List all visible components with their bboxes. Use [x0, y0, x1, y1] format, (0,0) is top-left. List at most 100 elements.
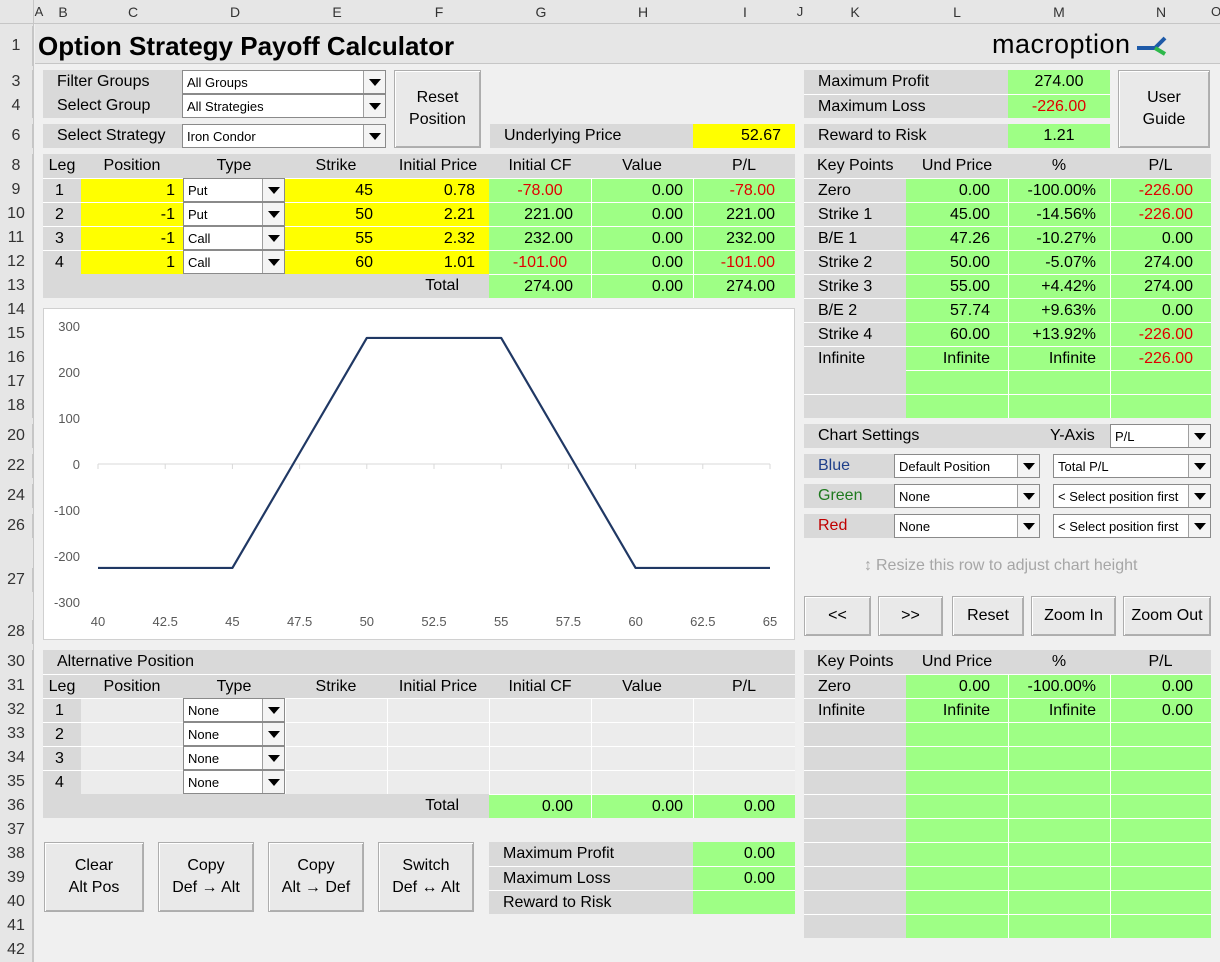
chevron-down-icon[interactable] — [262, 227, 284, 249]
underlying-price-input[interactable]: 52.67 — [693, 124, 795, 148]
payoff-chart[interactable]: 40 42.5 45 47.5 50 52.5 55 57.5 60 62.5 65 300 200 10… — [43, 308, 795, 640]
column-header-l[interactable]: L — [953, 3, 961, 20]
switch-def-alt-button[interactable]: Switch Def ↔ Alt — [378, 842, 474, 912]
alt-leg-strike-input[interactable] — [285, 722, 387, 746]
row-header[interactable]: 37 — [0, 818, 33, 842]
row-header[interactable]: 32 — [0, 698, 33, 722]
green-position-dropdown[interactable]: None — [894, 484, 1040, 508]
column-header-f[interactable]: F — [434, 3, 444, 20]
alt-leg-price-input[interactable] — [387, 722, 489, 746]
column-header-i[interactable]: I — [743, 3, 747, 20]
red-series-dropdown[interactable]: < Select position first — [1053, 514, 1211, 538]
chevron-down-icon[interactable] — [363, 71, 385, 93]
previous-button[interactable]: << — [804, 596, 871, 636]
row-header[interactable]: 40 — [0, 890, 33, 914]
row-header[interactable]: 34 — [0, 746, 33, 770]
chevron-down-icon[interactable] — [1017, 455, 1039, 477]
leg-type-dropdown[interactable]: Put — [183, 202, 285, 226]
alt-leg-type-dropdown[interactable]: None — [183, 770, 285, 794]
leg-position-input[interactable]: -1 — [81, 226, 183, 250]
chevron-down-icon[interactable] — [1188, 485, 1210, 507]
row-header[interactable]: 28 — [0, 620, 33, 644]
row-header[interactable]: 17 — [0, 370, 33, 394]
column-header-h[interactable]: H — [637, 3, 649, 20]
row-header[interactable]: 39 — [0, 866, 33, 890]
leg-price-input[interactable]: 1.01 — [387, 250, 489, 274]
alt-leg-strike-input[interactable] — [285, 698, 387, 722]
alt-leg-type-dropdown[interactable]: None — [183, 746, 285, 770]
alt-leg-position-input[interactable] — [81, 746, 183, 770]
alt-leg-type-dropdown[interactable]: None — [183, 698, 285, 722]
alt-leg-position-input[interactable] — [81, 698, 183, 722]
alt-leg-type-dropdown[interactable]: None — [183, 722, 285, 746]
row-header[interactable]: 31 — [0, 674, 33, 698]
chevron-down-icon[interactable] — [262, 723, 284, 745]
clear-alt-pos-button[interactable]: Clear Alt Pos — [44, 842, 144, 912]
leg-price-input[interactable]: 2.32 — [387, 226, 489, 250]
chevron-down-icon[interactable] — [262, 771, 284, 793]
column-header-k[interactable]: K — [850, 3, 860, 20]
leg-strike-input[interactable]: 60 — [285, 250, 387, 274]
leg-strike-input[interactable]: 50 — [285, 202, 387, 226]
alt-leg-price-input[interactable] — [387, 746, 489, 770]
leg-position-input[interactable]: 1 — [81, 250, 183, 274]
select-all-corner[interactable] — [0, 0, 34, 23]
row-header[interactable]: 26 — [0, 514, 33, 538]
alt-leg-price-input[interactable] — [387, 698, 489, 722]
row-header[interactable]: 20 — [0, 424, 33, 448]
zoom-in-button[interactable]: Zoom In — [1031, 596, 1116, 636]
leg-price-input[interactable]: 0.78 — [387, 178, 489, 202]
row-header[interactable]: 42 — [0, 938, 33, 962]
chevron-down-icon[interactable] — [262, 179, 284, 201]
chart-reset-button[interactable]: Reset — [952, 596, 1024, 636]
filter-groups-dropdown[interactable]: All Groups — [182, 70, 386, 94]
column-header-e[interactable]: E — [332, 3, 342, 20]
blue-series-dropdown[interactable]: Total P/L — [1053, 454, 1211, 478]
leg-strike-input[interactable]: 55 — [285, 226, 387, 250]
row-header[interactable]: 6 — [0, 124, 33, 148]
next-button[interactable]: >> — [878, 596, 943, 636]
chevron-down-icon[interactable] — [262, 203, 284, 225]
alt-leg-position-input[interactable] — [81, 722, 183, 746]
row-header[interactable]: 15 — [0, 322, 33, 346]
alt-leg-position-input[interactable] — [81, 770, 183, 794]
column-header-o[interactable]: O — [1210, 4, 1220, 19]
row-header[interactable]: 9 — [0, 178, 33, 202]
leg-strike-input[interactable]: 45 — [285, 178, 387, 202]
zoom-out-button[interactable]: Zoom Out — [1123, 596, 1211, 636]
column-header-m[interactable]: M — [1053, 3, 1065, 20]
row-header[interactable]: 38 — [0, 842, 33, 866]
row-header[interactable]: 8 — [0, 154, 33, 178]
column-header-j[interactable]: J — [796, 4, 804, 19]
alt-leg-price-input[interactable] — [387, 770, 489, 794]
chevron-down-icon[interactable] — [1188, 425, 1210, 447]
column-header-d[interactable]: D — [229, 3, 241, 20]
select-group-dropdown[interactable]: All Strategies — [182, 94, 386, 118]
column-header-n[interactable]: N — [1155, 3, 1167, 20]
chevron-down-icon[interactable] — [363, 125, 385, 147]
chevron-down-icon[interactable] — [363, 95, 385, 117]
y-axis-dropdown[interactable]: P/L — [1110, 424, 1211, 448]
column-header-a[interactable]: A — [34, 4, 44, 19]
leg-position-input[interactable]: -1 — [81, 202, 183, 226]
row-header[interactable]: 1 — [0, 26, 33, 66]
row-header[interactable]: 3 — [0, 70, 33, 94]
row-header[interactable]: 27 — [0, 568, 33, 592]
chevron-down-icon[interactable] — [1188, 515, 1210, 537]
row-header[interactable]: 4 — [0, 94, 33, 118]
copy-def-to-alt-button[interactable]: Copy Def → Alt — [158, 842, 254, 912]
select-strategy-dropdown[interactable]: Iron Condor — [182, 124, 386, 148]
row-header[interactable]: 10 — [0, 202, 33, 226]
leg-type-dropdown[interactable]: Call — [183, 250, 285, 274]
green-series-dropdown[interactable]: < Select position first — [1053, 484, 1211, 508]
column-header-g[interactable]: G — [535, 3, 547, 20]
reset-position-button[interactable]: Reset Position — [394, 70, 481, 148]
row-header[interactable]: 30 — [0, 650, 33, 674]
leg-price-input[interactable]: 2.21 — [387, 202, 489, 226]
row-header[interactable]: 35 — [0, 770, 33, 794]
column-header-c[interactable]: C — [127, 3, 139, 20]
row-header[interactable]: 18 — [0, 394, 33, 418]
chevron-down-icon[interactable] — [1017, 485, 1039, 507]
red-position-dropdown[interactable]: None — [894, 514, 1040, 538]
chevron-down-icon[interactable] — [1188, 455, 1210, 477]
